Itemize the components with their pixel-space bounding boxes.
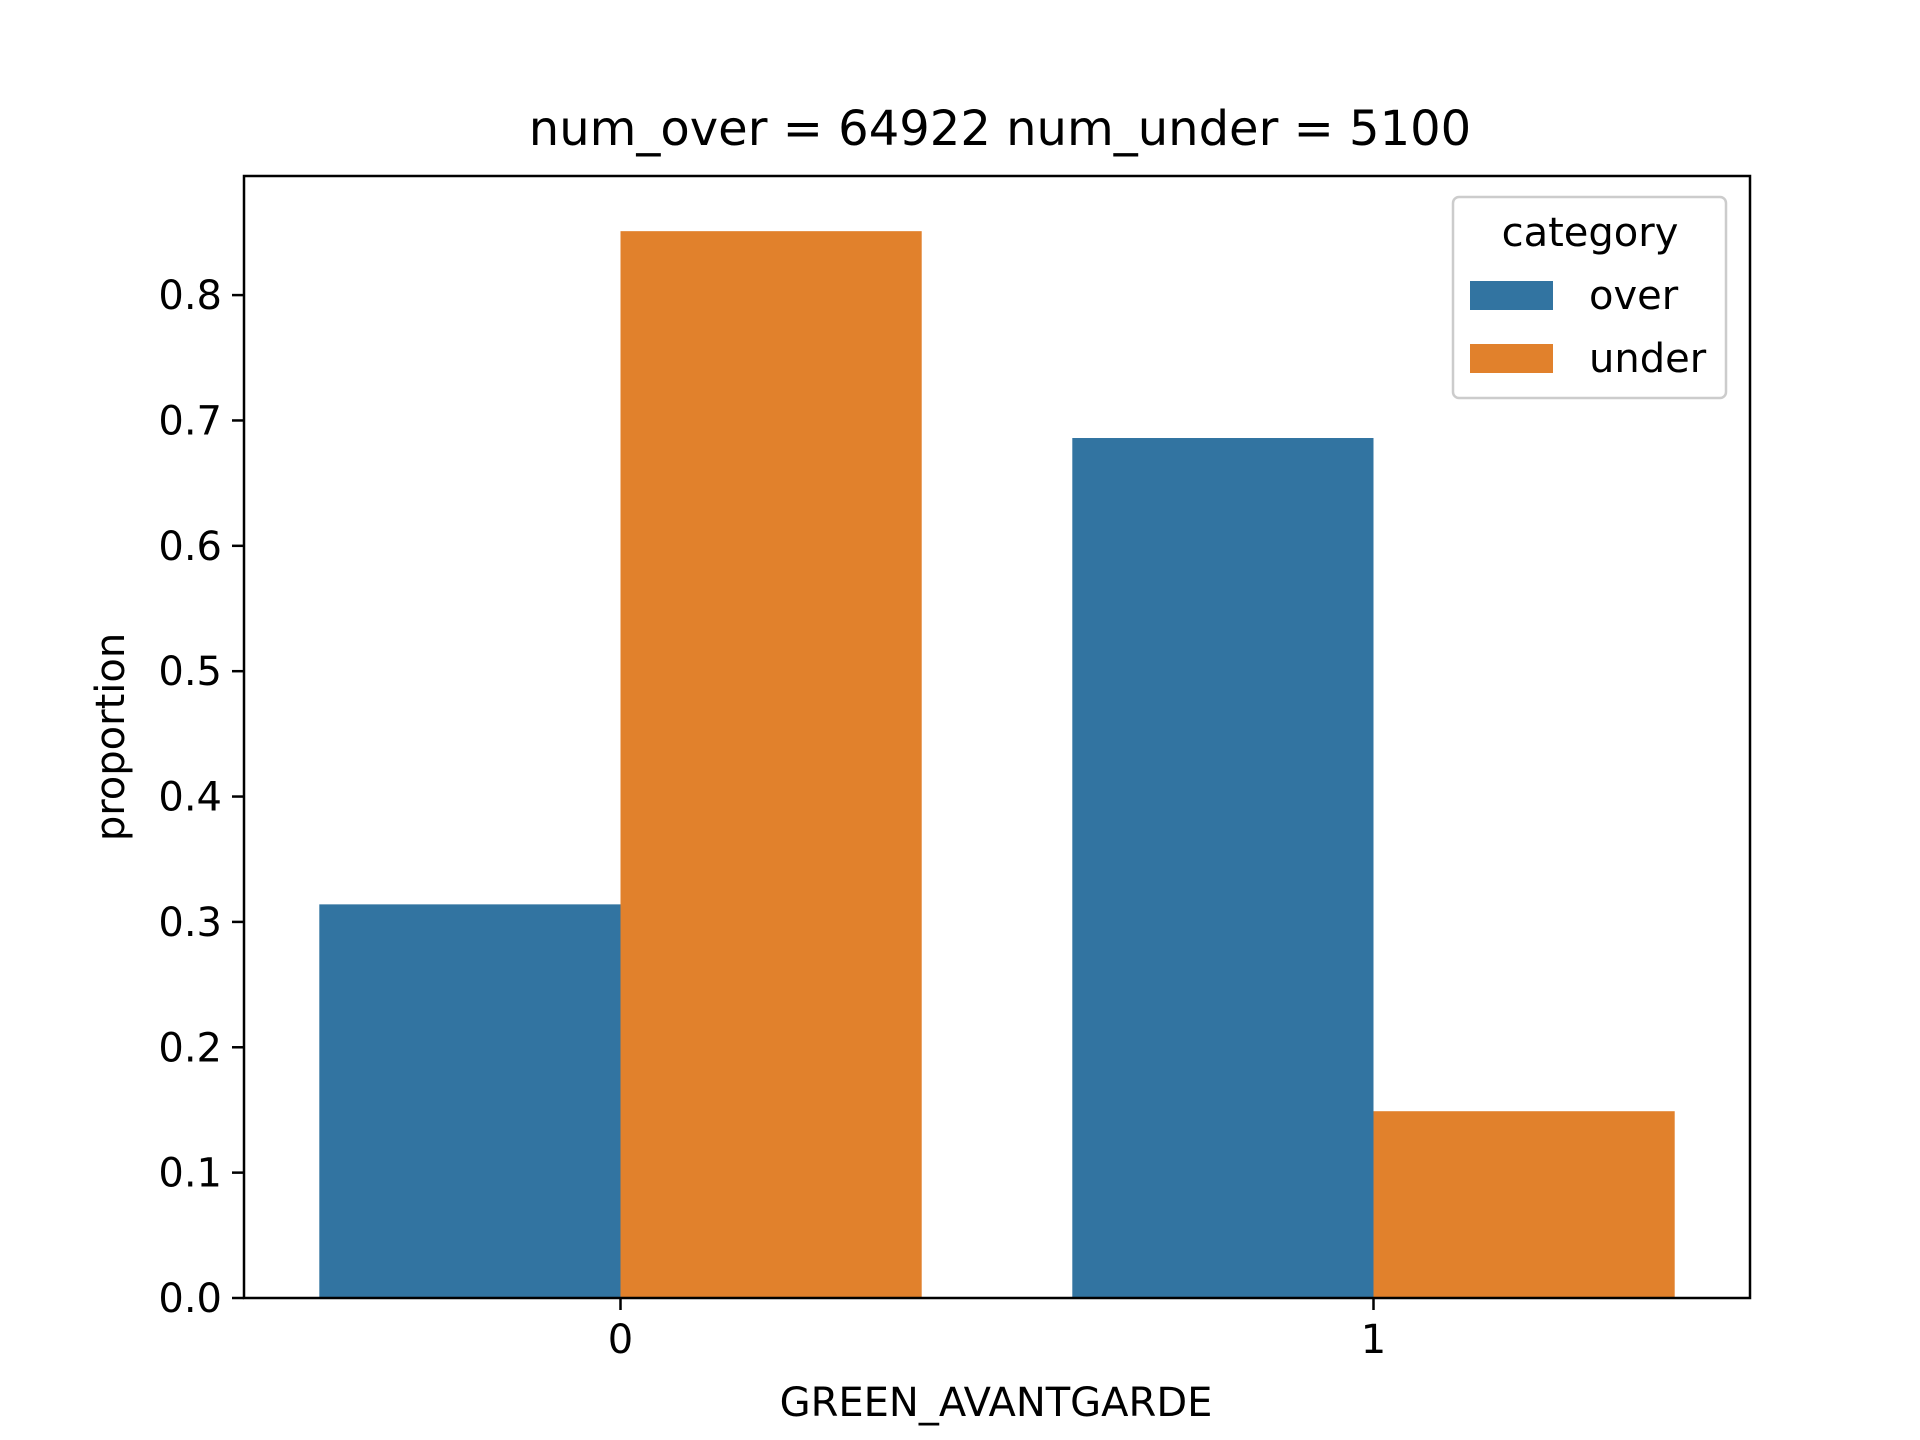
legend-title: category — [1502, 210, 1679, 256]
y-tick-label: 0.3 — [158, 900, 222, 946]
x-axis-label: GREEN_AVANTGARDE — [780, 1380, 1213, 1426]
y-tick-label: 0.1 — [158, 1151, 222, 1197]
y-tick-label: 0.2 — [158, 1025, 222, 1071]
bar-under-1 — [1373, 1111, 1675, 1298]
y-tick-label: 0.8 — [158, 273, 222, 319]
y-tick-label: 0.7 — [158, 398, 222, 444]
legend-label-over: over — [1589, 273, 1679, 319]
x-tick-label: 0 — [608, 1317, 633, 1363]
legend-label-under: under — [1589, 336, 1707, 382]
y-tick-label: 0.4 — [158, 775, 222, 821]
plot-frame — [242, 174, 1752, 1300]
y-tick-label: 0.0 — [158, 1276, 222, 1322]
legend-swatch-over — [1470, 281, 1553, 310]
bar-over-1 — [1072, 438, 1374, 1299]
y-axis-label: proportion — [88, 633, 134, 841]
legend-swatch-under — [1470, 344, 1553, 373]
y-axis: 0.0 0.1 0.2 0.3 0.4 0.5 0.6 0.7 0.8 — [158, 273, 244, 1322]
y-tick-label: 0.6 — [158, 524, 222, 570]
bar-over-0 — [319, 904, 621, 1298]
bars-group — [319, 231, 1675, 1299]
x-tick-label: 1 — [1361, 1317, 1386, 1363]
y-tick-label: 0.5 — [158, 649, 222, 695]
chart-title: num_over = 64922 num_under = 5100 — [529, 101, 1471, 157]
legend: category over under — [1451, 195, 1728, 400]
bar-under-0 — [620, 231, 922, 1298]
